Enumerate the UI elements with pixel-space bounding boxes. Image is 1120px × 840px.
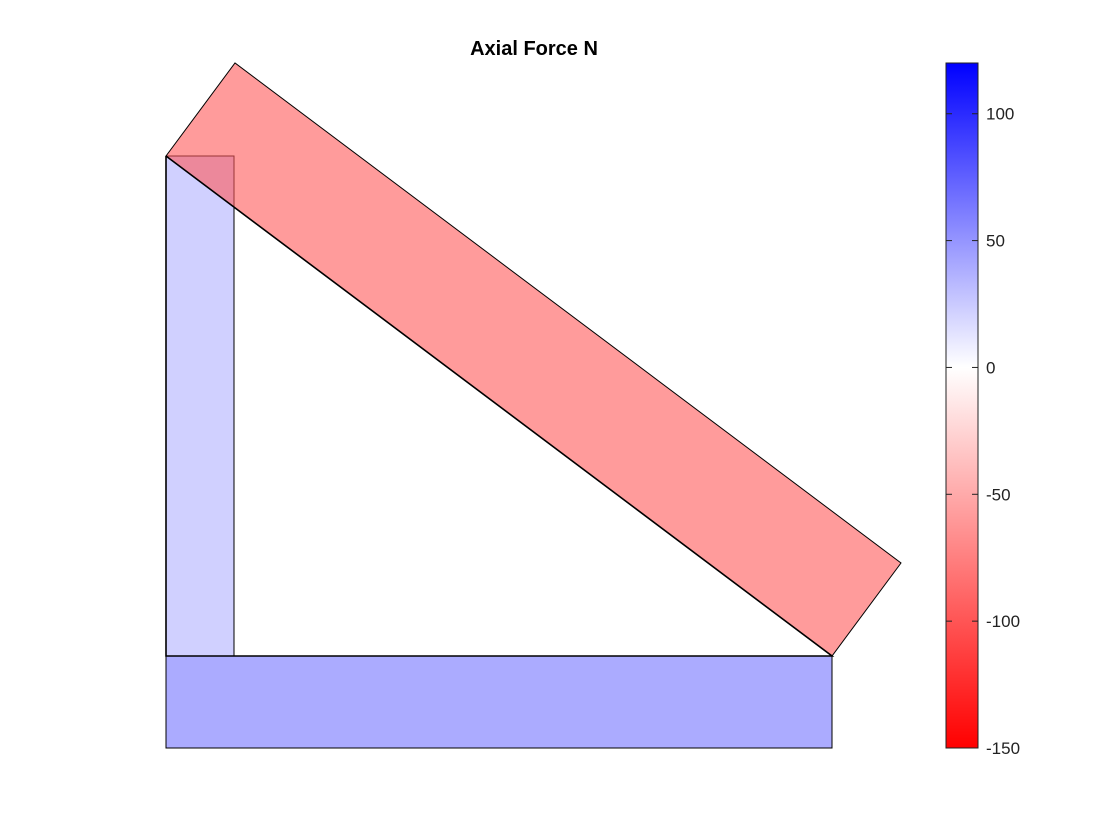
colorbar-tick-label: 100 — [986, 105, 1014, 124]
structure-centerline — [165, 155, 835, 657]
colorbar-frame — [945, 62, 979, 749]
truss-structure — [165, 62, 902, 749]
colorbar-tick-label: -150 — [986, 739, 1020, 758]
horizontal-member — [165, 655, 833, 749]
figure-title: Axial Force N — [470, 38, 598, 60]
colorbar: 100 50 0 -50 -100 -150 — [945, 62, 1020, 758]
colorbar-tick-label: 0 — [986, 358, 995, 377]
vertical-member — [165, 155, 235, 657]
colorbar-tick-label: 50 — [986, 232, 1005, 251]
diagonal-member — [165, 62, 902, 657]
colorbar-tick-label: -100 — [986, 612, 1020, 631]
colorbar-tick-label: -50 — [986, 485, 1011, 504]
colorbar-gradient — [946, 63, 978, 748]
